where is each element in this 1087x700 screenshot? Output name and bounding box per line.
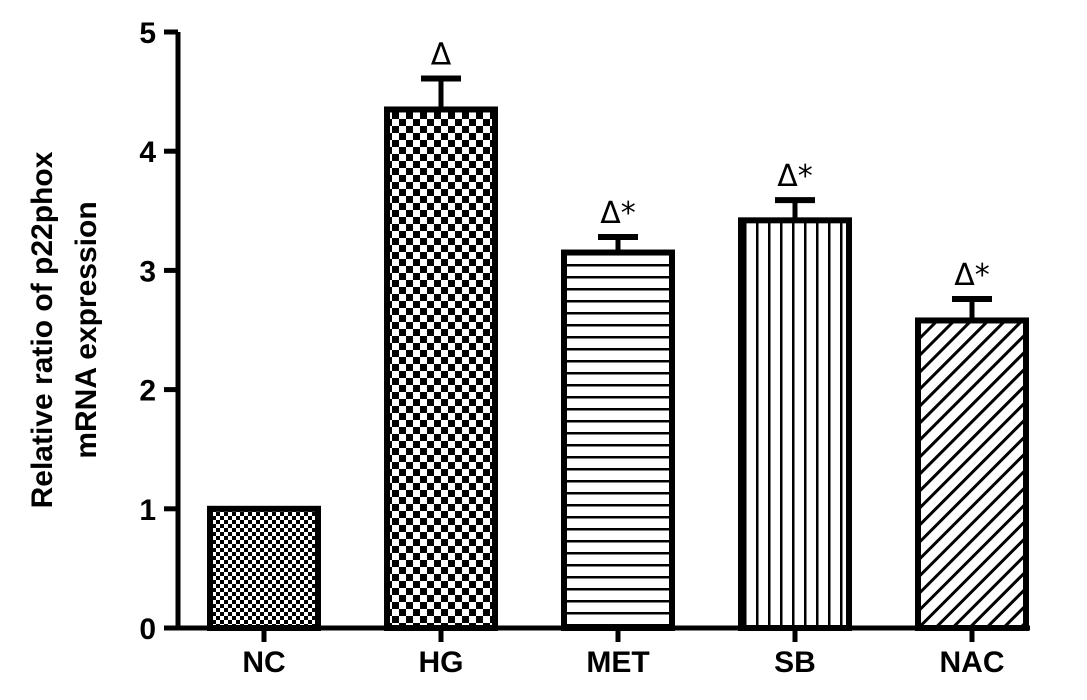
bar-sb — [738, 217, 852, 631]
bar-nac — [915, 317, 1029, 631]
y-tick-label: 4 — [139, 136, 156, 169]
y-tick-label: 5 — [139, 17, 156, 50]
bar-nc — [207, 505, 321, 631]
x-tick-label: SB — [774, 646, 816, 679]
y-tick-label: 0 — [139, 613, 156, 646]
bar-met — [561, 249, 675, 632]
y-axis-title-line1: Relative ratio of p22phox — [26, 151, 59, 508]
significance-annotation: Δ* — [954, 258, 990, 293]
significance-annotation: Δ* — [777, 159, 813, 194]
significance-annotation: Δ* — [600, 196, 636, 231]
y-tick-label: 1 — [139, 494, 156, 527]
significance-annotation: Δ — [431, 37, 452, 72]
x-tick-label: NAC — [940, 646, 1005, 679]
x-tick-label: HG — [419, 646, 464, 679]
y-tick-label: 3 — [139, 255, 156, 288]
x-tick-label: NC — [242, 646, 285, 679]
bar-hg — [384, 106, 498, 632]
x-tick-label: MET — [586, 646, 649, 679]
y-tick-label: 2 — [139, 375, 156, 408]
bars: Δ Δ* Δ* Δ* — [207, 37, 1029, 632]
y-axis-title-line2: mRNA expression — [70, 201, 103, 458]
